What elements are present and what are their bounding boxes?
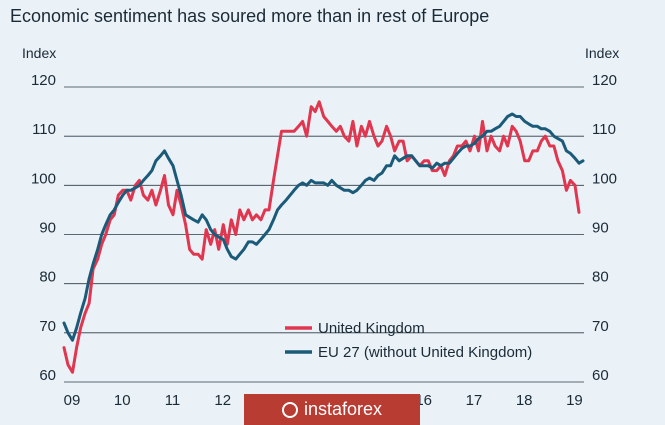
x-tick-18: 18: [516, 392, 533, 409]
legend-label-uk: United Kingdom: [318, 320, 425, 337]
y-tick-left-60: 60: [39, 367, 56, 384]
y-axis-title-left: Index: [22, 45, 56, 61]
y-tick-left-70: 70: [39, 318, 56, 335]
y-tick-right-120: 120: [592, 72, 617, 89]
x-tick-09: 09: [64, 392, 81, 409]
y-tick-right-90: 90: [592, 220, 609, 237]
series-line-uk: [62, 100, 581, 374]
instaforex-logo-icon: [281, 401, 298, 418]
x-tick-19: 19: [566, 392, 583, 409]
y-axis-title-right: Index: [585, 45, 619, 61]
x-tick-17: 17: [466, 392, 483, 409]
x-tick-12: 12: [214, 392, 231, 409]
y-tick-left-90: 90: [39, 220, 56, 237]
y-tick-right-70: 70: [592, 318, 609, 335]
y-tick-right-100: 100: [592, 170, 617, 187]
legend-label-eu: EU 27 (without United Kingdom): [318, 344, 532, 361]
watermark-text: instaforex: [303, 399, 383, 419]
y-tick-left-110: 110: [32, 121, 56, 138]
series-layer: [62, 100, 585, 374]
watermark: instaforex: [244, 394, 420, 425]
x-tick-10: 10: [114, 392, 131, 409]
y-tick-right-110: 110: [592, 121, 616, 138]
y-tick-left-80: 80: [39, 269, 56, 286]
x-tick-11: 11: [165, 392, 181, 409]
legend: United Kingdom EU 27 (without United Kin…: [285, 320, 532, 361]
series-line-eu27: [62, 112, 585, 342]
y-tick-right-60: 60: [592, 367, 609, 384]
chart-title: Economic sentiment has soured more than …: [10, 6, 490, 26]
grid-layer: [64, 86, 584, 334]
y-tick-left-100: 100: [31, 170, 56, 187]
y-tick-right-80: 80: [592, 269, 609, 286]
y-tick-left-120: 120: [31, 72, 56, 89]
